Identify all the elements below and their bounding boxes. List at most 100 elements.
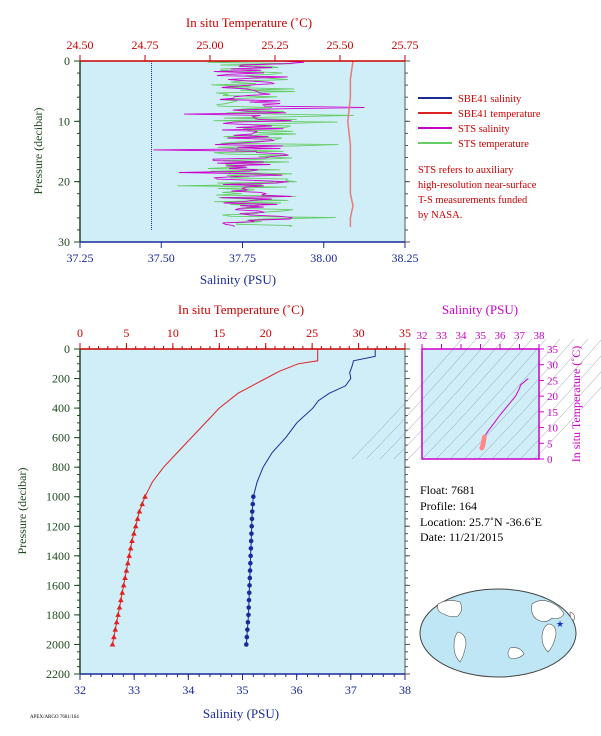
note-line-2: high-resolution near-surface xyxy=(418,180,537,191)
main-pressure-tick-label: 1600 xyxy=(46,578,70,592)
main-temp-tick-label: 25 xyxy=(306,326,318,340)
main-pressure-tick-label: 1000 xyxy=(46,490,70,504)
main-sal-tick-label: 38 xyxy=(399,683,411,697)
legend-label-sbe41-salinity: SBE41 salinity xyxy=(458,94,522,105)
legend-label-sts-salinity: STS salinity xyxy=(458,124,510,135)
top-pressure-tick-label: 20 xyxy=(58,175,70,189)
temperature-point xyxy=(127,545,134,551)
location: Location: 25.7˚N -36.6˚E xyxy=(420,515,542,529)
main-panel-sal-label: Salinity (PSU) xyxy=(203,706,279,721)
top-temp-tick-label: 25.25 xyxy=(262,38,289,52)
ts-density-contour xyxy=(533,387,601,460)
salinity-point xyxy=(245,627,250,632)
ts-density-contour xyxy=(505,355,601,460)
top-axis-ticks: 24.50 24.75 25.00 25.25 25.50 25.75 37.25 37.50… xyxy=(58,38,419,265)
top-temp-tick-label: 25.50 xyxy=(327,38,354,52)
ts-temp-tick-label: 25 xyxy=(547,375,559,387)
ts-density-contour xyxy=(449,338,561,460)
temperature-point xyxy=(132,523,139,529)
top-traces xyxy=(151,60,365,230)
main-sal-tick-label: 33 xyxy=(128,683,140,697)
temperature-point xyxy=(142,493,148,499)
ts-density-contour xyxy=(477,338,589,460)
ts-sal-tick-label: 37 xyxy=(514,330,526,342)
temperature-point xyxy=(136,508,143,514)
salinity-point xyxy=(250,501,256,507)
ts-density-contour xyxy=(519,371,601,460)
top-panel-sal-label: Salinity (PSU) xyxy=(200,272,276,287)
salinity-point xyxy=(247,583,252,588)
ts-plot-area xyxy=(422,349,539,459)
top-panel-temp-title: In situ Temperature (˚C) xyxy=(186,15,312,30)
main-panel-temp-title: In situ Temperature (˚C) xyxy=(178,302,304,317)
temperature-point xyxy=(115,611,121,617)
temperature-point xyxy=(129,538,135,544)
salinity-point xyxy=(245,619,251,625)
main-pressure-tick-label: 200 xyxy=(52,372,70,386)
salinity-point xyxy=(249,516,255,522)
map-land-east-asia xyxy=(569,611,575,621)
top-sal-tick-label: 37.50 xyxy=(148,251,175,265)
ts-temp-label: In situ Temperature (˚C) xyxy=(569,346,583,463)
temperature-point xyxy=(116,604,123,610)
main-temp-tick-label: 15 xyxy=(213,326,225,340)
ts-temp-tick-label: 5 xyxy=(547,438,553,450)
temperature-point xyxy=(134,515,141,521)
ts-density-contour xyxy=(393,338,505,460)
salinity-point xyxy=(243,642,249,647)
main-pressure-tick-label: 2200 xyxy=(46,667,70,681)
top-pressure-tick-label: 30 xyxy=(58,235,70,249)
note-line-3: T-S measurements funded xyxy=(418,195,528,206)
main-sal-tick-label: 34 xyxy=(182,683,194,697)
temperature-point xyxy=(123,567,130,573)
legend: SBE41 salinity SBE41 temperature STS sal… xyxy=(418,94,541,150)
temperature-point xyxy=(119,589,126,595)
float-info: Float: 7681 Profile: 164 Location: 25.7˚… xyxy=(420,483,542,544)
ts-traces xyxy=(479,378,529,451)
top-sal-tick-label: 38.25 xyxy=(392,251,419,265)
main-pressure-tick-label: 600 xyxy=(52,431,70,445)
main-temp-tick-label: 35 xyxy=(399,326,411,340)
salinity-point xyxy=(248,560,253,566)
temperature-point xyxy=(113,619,120,625)
ts-sal-title: Salinity (PSU) xyxy=(442,302,518,317)
legend-label-sts-temperature: STS temperature xyxy=(458,139,529,150)
temperature-point xyxy=(125,560,131,566)
main-pressure-tick-label: 1800 xyxy=(46,608,70,622)
temperature-point xyxy=(139,501,146,507)
salinity-point xyxy=(247,575,253,581)
legend-label-sbe41-temperature: SBE41 temperature xyxy=(458,109,541,120)
ts-axis-ticks: 32 33 34 35 36 37 38 0 5 10 15 20 25 30 35 xyxy=(417,330,559,466)
ts-temp-tick-label: 30 xyxy=(547,360,559,372)
main-sal-tick-label: 32 xyxy=(74,683,86,697)
temperature-point xyxy=(122,574,128,580)
map-continents xyxy=(437,600,575,663)
sbe41-temperature-line xyxy=(347,60,354,227)
salinity-point xyxy=(249,531,254,536)
map-land-europe-asia xyxy=(531,600,565,622)
main-temp-tick-label: 20 xyxy=(260,326,272,340)
salinity-point xyxy=(247,568,253,573)
world-map: ★ xyxy=(419,588,577,678)
temperature-point xyxy=(131,530,137,536)
ts-sal-tick-label: 35 xyxy=(475,330,487,342)
ts-density-contours xyxy=(351,338,601,460)
ts-temp-tick-label: 0 xyxy=(547,454,553,466)
float-number: Float: 7681 xyxy=(420,483,475,497)
main-plot-area xyxy=(80,349,405,674)
salinity-point xyxy=(244,634,250,640)
ts-point xyxy=(482,434,487,440)
ts-sal-tick-label: 34 xyxy=(456,330,468,342)
float-location-marker: ★ xyxy=(556,619,564,629)
ts-sal-tick-label: 32 xyxy=(417,330,428,342)
profile-number: Profile: 164 xyxy=(420,499,477,513)
note-line-1: STS refers to auxiliary xyxy=(418,165,514,176)
temperature-point xyxy=(109,641,116,647)
main-pressure-tick-label: 0 xyxy=(64,342,70,356)
ts-density-contour xyxy=(351,338,463,460)
salinity-point xyxy=(248,538,254,544)
main-panel-pressure-label: Pressure (decibar) xyxy=(15,468,29,555)
top-temp-tick-label: 25.00 xyxy=(197,38,224,52)
top-sal-tick-label: 38.00 xyxy=(310,251,337,265)
